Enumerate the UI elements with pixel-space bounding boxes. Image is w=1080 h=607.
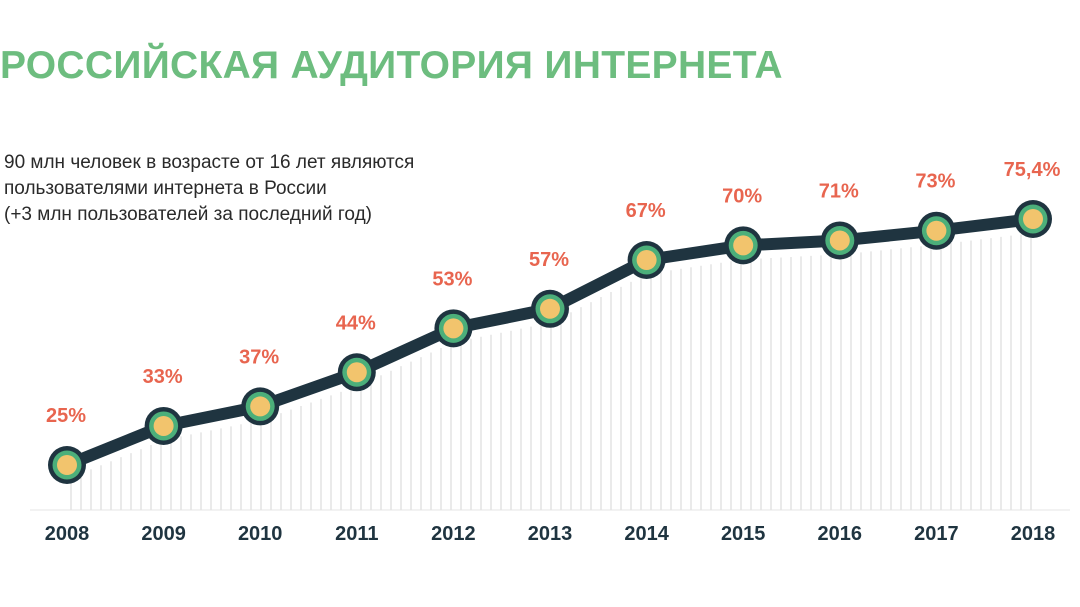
subtitle-line: (+3 млн пользователей за последний год) [4, 204, 372, 225]
subtitle-line: 90 млн человек в возрасте от 16 лет явля… [4, 152, 415, 173]
data-point-2012 [434, 309, 473, 348]
x-tick-label-2014: 2014 [624, 523, 669, 545]
x-tick-labels: 2008 2009 2010 2011 2012 2013 2014 2015 2016 2017… [45, 523, 1056, 545]
value-label-2016: 71% [819, 180, 859, 202]
value-label-2012: 53% [432, 268, 472, 290]
data-point-2010 [241, 387, 280, 426]
value-label-2010: 37% [239, 346, 279, 368]
data-point-2013 [531, 289, 569, 328]
data-point-2014 [627, 241, 666, 279]
data-markers [48, 200, 1052, 484]
x-tick-label-2010: 2010 [238, 523, 283, 545]
value-labels: 25% 33% 37% 44% 53% 57% 67% 70% 71% 73% 75,4% [46, 159, 1061, 427]
data-point-2009 [144, 406, 183, 445]
value-label-2015: 70% [722, 185, 762, 207]
value-label-2017: 73% [915, 171, 955, 193]
data-point-2018 [1014, 200, 1052, 238]
x-tick-label-2011: 2011 [335, 523, 378, 545]
area-hatching [70, 233, 1032, 510]
value-label-2008: 25% [46, 405, 86, 427]
data-point-2016 [820, 221, 859, 260]
x-tick-label-2018: 2018 [1011, 523, 1056, 545]
x-tick-label-2016: 2016 [818, 523, 863, 545]
x-tick-label-2012: 2012 [431, 523, 476, 545]
x-tick-label-2008: 2008 [45, 523, 90, 545]
x-tick-label-2015: 2015 [721, 523, 766, 545]
subtitle-line: пользователями интернета в России [4, 178, 327, 199]
chart-subtitle: 90 млн человек в возрасте от 16 лет явля… [4, 150, 524, 228]
data-point-2008 [48, 446, 86, 484]
x-tick-label-2009: 2009 [141, 523, 186, 545]
value-label-2018: 75,4% [1004, 159, 1061, 181]
chart-title: РОССИЙСКАЯ АУДИТОРИЯ ИНТЕРНЕТА [0, 44, 783, 87]
value-label-2009: 33% [143, 366, 183, 388]
x-tick-label-2013: 2013 [528, 523, 573, 545]
value-label-2013: 57% [529, 249, 569, 271]
data-point-2011 [337, 353, 376, 392]
data-point-2017 [917, 211, 956, 250]
value-label-2014: 67% [626, 200, 666, 222]
x-tick-label-2017: 2017 [914, 523, 959, 545]
data-point-2015 [724, 226, 763, 265]
value-label-2011: 44% [336, 312, 376, 334]
